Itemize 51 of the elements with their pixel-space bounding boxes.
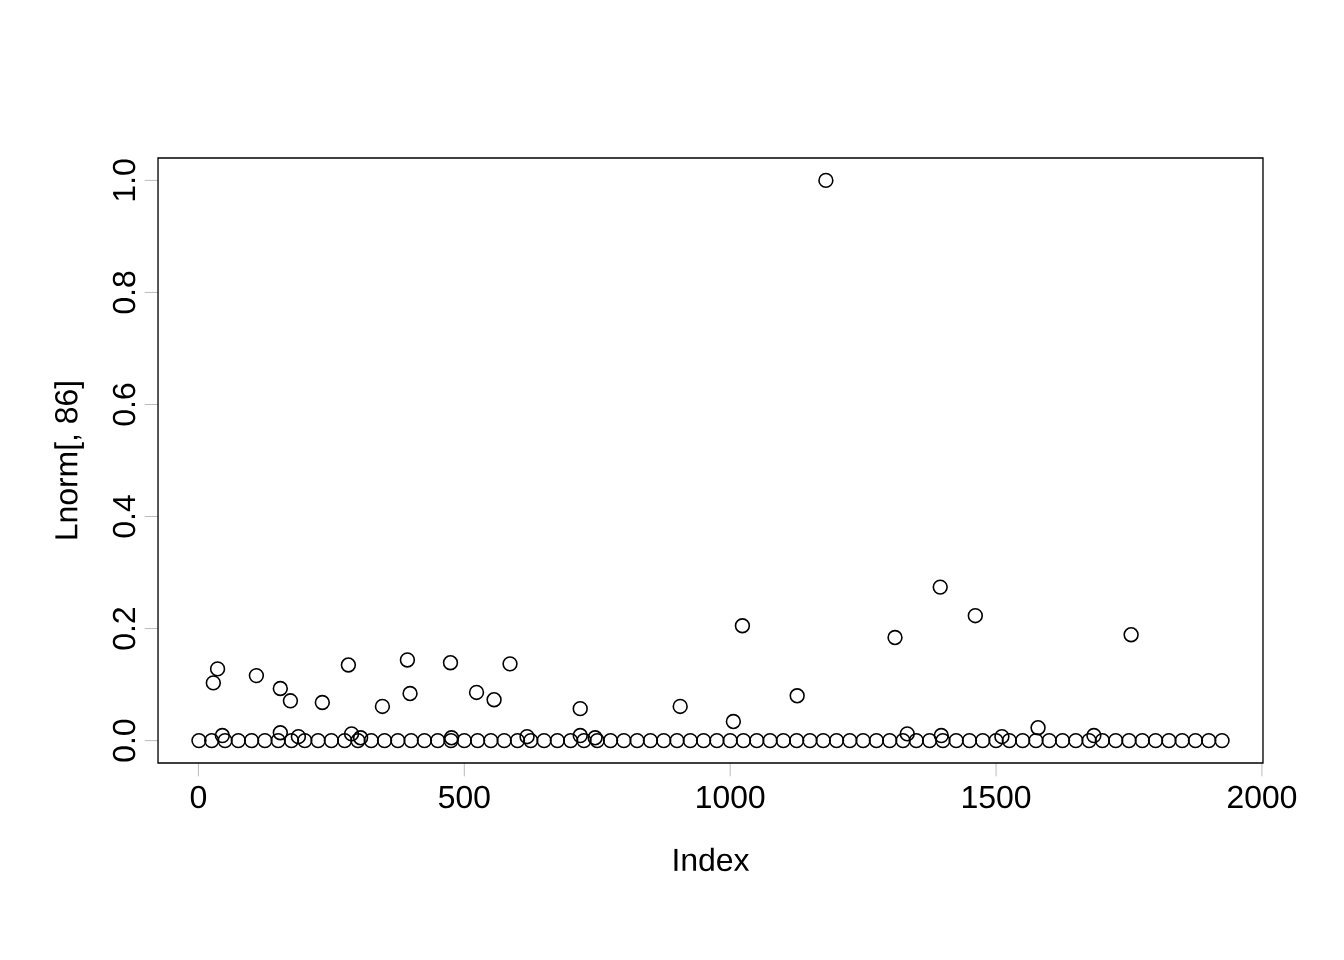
point: [789, 688, 805, 704]
x-tick-label: 500: [439, 785, 490, 809]
point: [290, 728, 307, 745]
y-tick-label: 1.0: [112, 159, 136, 201]
point: [502, 656, 518, 672]
point: [887, 629, 903, 646]
point: [343, 726, 360, 742]
point: [486, 692, 502, 708]
point: [572, 700, 588, 717]
point: [314, 694, 331, 711]
point: [818, 172, 834, 189]
point: [272, 680, 289, 697]
point: [214, 727, 231, 744]
point: [572, 727, 588, 744]
point: [374, 698, 391, 715]
y-tick-label: 0.0: [112, 719, 136, 762]
point: [587, 730, 603, 746]
point: [352, 730, 369, 746]
point: [443, 730, 460, 746]
y-tick-label: 0.2: [112, 608, 136, 650]
point: [468, 684, 485, 701]
point: [994, 728, 1010, 745]
point: [209, 661, 226, 677]
point: [899, 726, 915, 742]
point: [1030, 720, 1046, 736]
x-tick-label: 1500: [963, 785, 1031, 809]
x-axis-title: Index: [674, 847, 750, 872]
point: [399, 652, 416, 668]
point: [519, 728, 535, 745]
x-tick-label: 0: [190, 785, 207, 809]
y-tick-label: 0.8: [112, 271, 136, 314]
x-tick-label: 2000: [1228, 785, 1297, 809]
point: [340, 657, 357, 673]
point: [734, 618, 751, 634]
y-tick-label: 0.4: [112, 495, 136, 538]
point: [248, 667, 265, 684]
point: [932, 579, 948, 595]
point: [1123, 627, 1139, 643]
point: [1086, 727, 1102, 744]
point: [272, 725, 289, 741]
point: [442, 655, 459, 671]
y-tick-label: 0.6: [112, 383, 136, 426]
point: [205, 675, 222, 691]
x-tick-label: 1000: [697, 785, 765, 809]
point: [967, 607, 984, 624]
point: [933, 727, 949, 744]
point: [402, 685, 418, 702]
point: [282, 693, 299, 709]
y-axis-title: Lnorm[, 86]: [54, 382, 84, 539]
point: [672, 698, 688, 715]
point: [725, 713, 742, 730]
